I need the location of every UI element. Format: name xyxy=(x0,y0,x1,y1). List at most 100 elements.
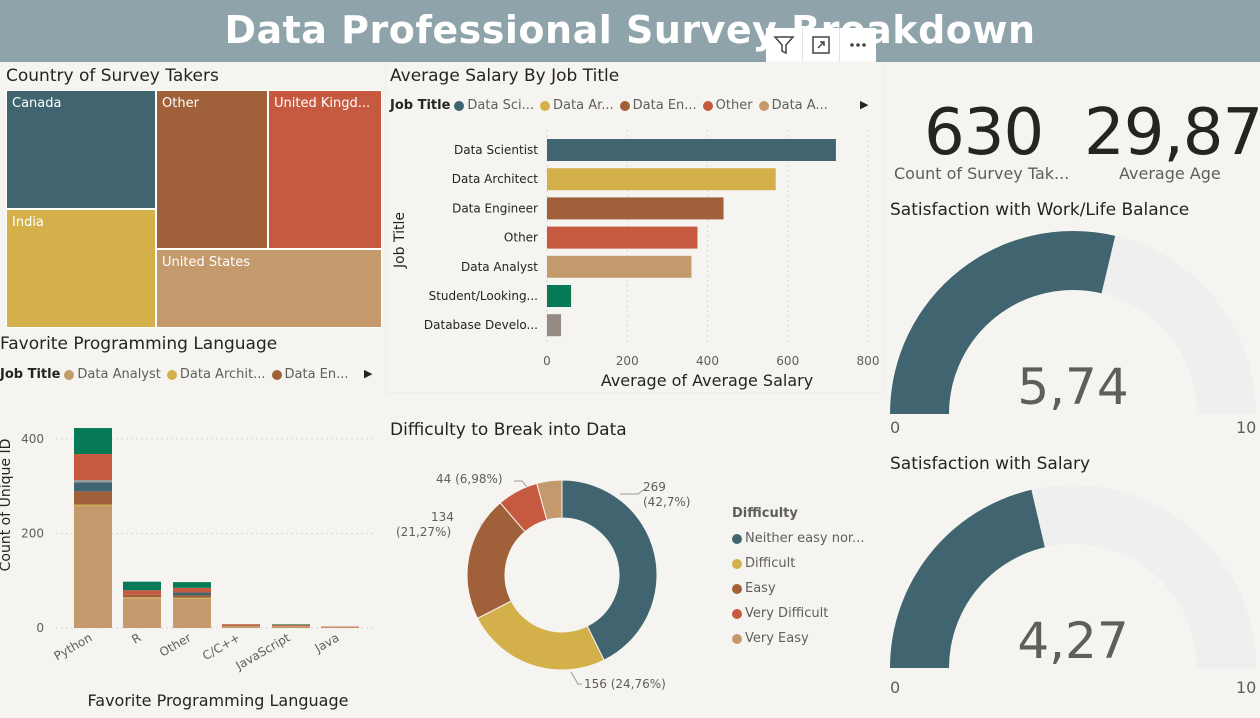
legend-item[interactable]: Very Difficult xyxy=(732,601,864,626)
age-kpi-value: 29,87 xyxy=(1084,96,1260,170)
bar-segment[interactable] xyxy=(321,627,359,628)
fav-lang-chart[interactable]: Count of Unique ID Favorite Programming … xyxy=(0,420,384,718)
x-tick-label: Python xyxy=(51,630,94,663)
y-tick-label: Student/Looking... xyxy=(429,289,538,303)
leader-line xyxy=(620,487,647,495)
legend-item[interactable]: Easy xyxy=(732,576,864,601)
bar-segment[interactable] xyxy=(272,625,310,627)
y-tick-label: Data Architect xyxy=(452,172,539,186)
y-tick-label: Other xyxy=(504,231,538,245)
bar-segment[interactable] xyxy=(173,592,211,596)
x-tick-label: Other xyxy=(157,630,194,659)
bar[interactable] xyxy=(547,314,562,337)
legend-item[interactable]: Difficult xyxy=(732,551,864,576)
count-kpi-value: 630 xyxy=(924,96,1044,170)
treemap-cell-united-states[interactable]: United States xyxy=(156,249,382,328)
gauge-fill xyxy=(890,489,1045,668)
bar-segment[interactable] xyxy=(272,624,310,625)
gauge-value: 5,74 xyxy=(1017,358,1128,416)
bar[interactable] xyxy=(547,255,692,278)
bar-segment[interactable] xyxy=(173,582,211,588)
donut-label-easy-pct: (21,27%) xyxy=(396,525,451,539)
legend-item[interactable]: Very Easy xyxy=(732,626,864,651)
donut-slice[interactable] xyxy=(476,600,605,671)
bar-segment[interactable] xyxy=(123,594,161,598)
bar-segment[interactable] xyxy=(321,626,359,628)
bar-segment[interactable] xyxy=(173,597,211,599)
gauge-wlb-title: Satisfaction with Work/Life Balance xyxy=(890,200,1190,220)
bar-segment[interactable] xyxy=(222,625,260,627)
more-options-icon[interactable] xyxy=(840,28,876,62)
title-bar xyxy=(0,0,1260,62)
treemap-cell-india[interactable]: India xyxy=(6,209,156,328)
fav-lang-legend: Job Title Data Analyst Data Archit... Da… xyxy=(0,367,355,382)
avg-salary-chart[interactable]: Job Title Average of Average Salary 0 200… xyxy=(386,120,884,392)
bar[interactable] xyxy=(547,197,724,220)
leader-line xyxy=(570,671,582,685)
bar-segment[interactable] xyxy=(272,624,310,626)
treemap-cell-other[interactable]: Other xyxy=(156,90,268,249)
legend-item[interactable]: Data Ar... xyxy=(540,98,614,113)
bar[interactable] xyxy=(547,139,836,161)
avg-salary-legend: Job Title Data Sci... Data Ar... Data En… xyxy=(390,98,834,113)
legend-title: Difficulty xyxy=(732,506,798,521)
gauge-salary-title: Satisfaction with Salary xyxy=(890,454,1091,474)
bar-segment[interactable] xyxy=(74,504,112,507)
bar-segment[interactable] xyxy=(123,598,161,628)
y-tick-label: 400 xyxy=(21,432,44,446)
bar-segment[interactable] xyxy=(123,597,161,599)
bar-segment[interactable] xyxy=(74,454,112,481)
bar-segment[interactable] xyxy=(123,590,161,595)
page-title: Data Professional Survey Breakdown xyxy=(224,8,1036,52)
y-axis-title: Job Title xyxy=(392,212,408,269)
count-kpi-label: Count of Survey Tak... xyxy=(894,164,1070,183)
x-tick-label: JavaScript xyxy=(233,630,293,673)
gauge-salary[interactable]: 4,27 xyxy=(886,480,1260,692)
bar-segment[interactable] xyxy=(74,506,112,628)
donut-slice[interactable] xyxy=(561,479,658,661)
bar-segment[interactable] xyxy=(74,480,112,483)
legend-item[interactable]: Data En... xyxy=(271,367,349,382)
gauge-wlb-min: 0 xyxy=(890,418,901,437)
donut-slice[interactable] xyxy=(536,479,563,521)
legend-scroll-right-icon[interactable]: ▶ xyxy=(860,98,869,111)
bar[interactable] xyxy=(547,285,572,307)
y-axis-title: Count of Unique ID xyxy=(0,439,14,572)
bar-segment[interactable] xyxy=(272,626,310,628)
legend-item[interactable]: Data En... xyxy=(619,98,697,113)
legend-title: Job Title xyxy=(390,98,451,113)
bar-segment[interactable] xyxy=(173,595,211,598)
legend-item[interactable]: Data A... xyxy=(758,98,828,113)
difficulty-legend: Difficulty Neither easy nor... Difficult… xyxy=(732,506,864,651)
bar[interactable] xyxy=(547,168,776,191)
country-treemap[interactable]: Canada India Other United Kingd... Unite… xyxy=(6,90,382,328)
gauge-wlb[interactable]: 5,74 xyxy=(886,226,1260,442)
bar-segment[interactable] xyxy=(74,482,112,492)
filter-icon[interactable] xyxy=(766,28,803,62)
legend-scroll-right-icon[interactable]: ▶ xyxy=(364,367,373,380)
bar-segment[interactable] xyxy=(222,626,260,628)
bar-segment[interactable] xyxy=(74,491,112,505)
legend-item[interactable]: Other xyxy=(702,98,753,113)
x-axis-title: Favorite Programming Language xyxy=(88,691,349,710)
visual-header xyxy=(766,28,876,62)
bar-segment[interactable] xyxy=(222,624,260,626)
treemap-cell-canada[interactable]: Canada xyxy=(6,90,156,209)
bar-segment[interactable] xyxy=(173,587,211,593)
bar-segment[interactable] xyxy=(74,428,112,455)
focus-mode-icon[interactable] xyxy=(803,28,840,62)
legend-item[interactable]: Data Archit... xyxy=(166,367,266,382)
legend-item[interactable]: Neither easy nor... xyxy=(732,526,864,551)
gauge-salary-max: 10 xyxy=(1236,678,1257,697)
treemap-cell-united-kingdom[interactable]: United Kingd... xyxy=(268,90,382,249)
legend-item[interactable]: Data Sci... xyxy=(454,98,534,113)
difficulty-title: Difficulty to Break into Data xyxy=(390,420,627,440)
legend-item[interactable]: Data Analyst xyxy=(64,367,161,382)
bar-segment[interactable] xyxy=(173,598,211,628)
bar-segment[interactable] xyxy=(123,581,161,591)
donut-label-neither: 269 xyxy=(643,480,666,494)
bar[interactable] xyxy=(547,226,698,249)
y-tick-label: 200 xyxy=(21,526,44,540)
difficulty-donut-chart[interactable]: 269 (42,7%) 156 (24,76%) 134 (21,27%) 44… xyxy=(386,448,884,713)
fav-lang-title: Favorite Programming Language xyxy=(0,334,278,354)
